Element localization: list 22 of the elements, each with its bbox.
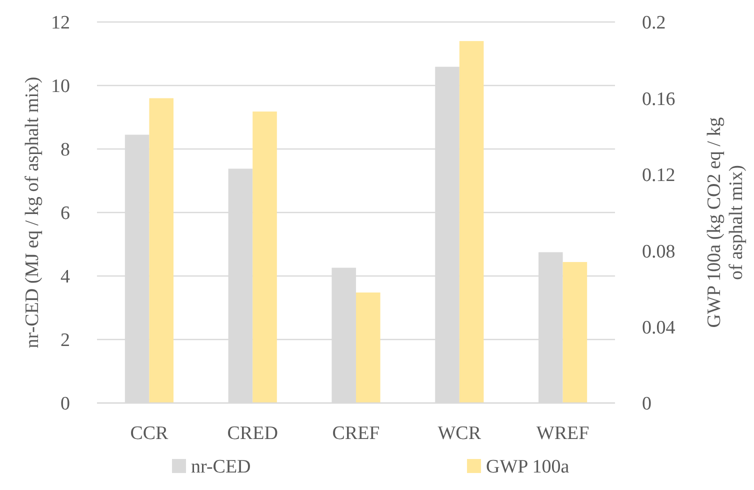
x-tick-label: CRED: [227, 423, 278, 444]
y2-tick-label: 0.2: [642, 12, 666, 34]
y2-tick-label: 0.12: [642, 165, 676, 186]
y2-tick-label: 0.16: [642, 88, 676, 110]
y2-tick-label: 0.08: [642, 241, 676, 262]
y-tick-label: 2: [60, 330, 70, 352]
x-tick-label: CCR: [130, 423, 169, 444]
y-tick-label: 4: [60, 266, 70, 288]
legend-label: GWP 100a: [486, 456, 570, 478]
y-axis-title: nr-CED (MJ eq / kg of asphalt mix): [22, 76, 43, 348]
y2-tick-label: 0.04: [642, 317, 676, 338]
x-tick-label: WCR: [438, 423, 482, 444]
y2-axis-title: GWP 100a (kg CO2 eq / kg of asphalt mix): [704, 116, 747, 328]
x-tick-label: CREF: [332, 423, 380, 444]
y2-tick-label: 0: [642, 394, 652, 415]
y-tick-label: 12: [51, 12, 70, 34]
y-tick-label: 0: [60, 394, 70, 415]
y-tick-label: 10: [51, 76, 70, 98]
y-tick-label: 8: [60, 140, 70, 161]
legend-label: nr-CED: [191, 456, 251, 478]
x-tick-label: WREF: [536, 423, 590, 444]
y-tick-label: 6: [60, 203, 70, 224]
